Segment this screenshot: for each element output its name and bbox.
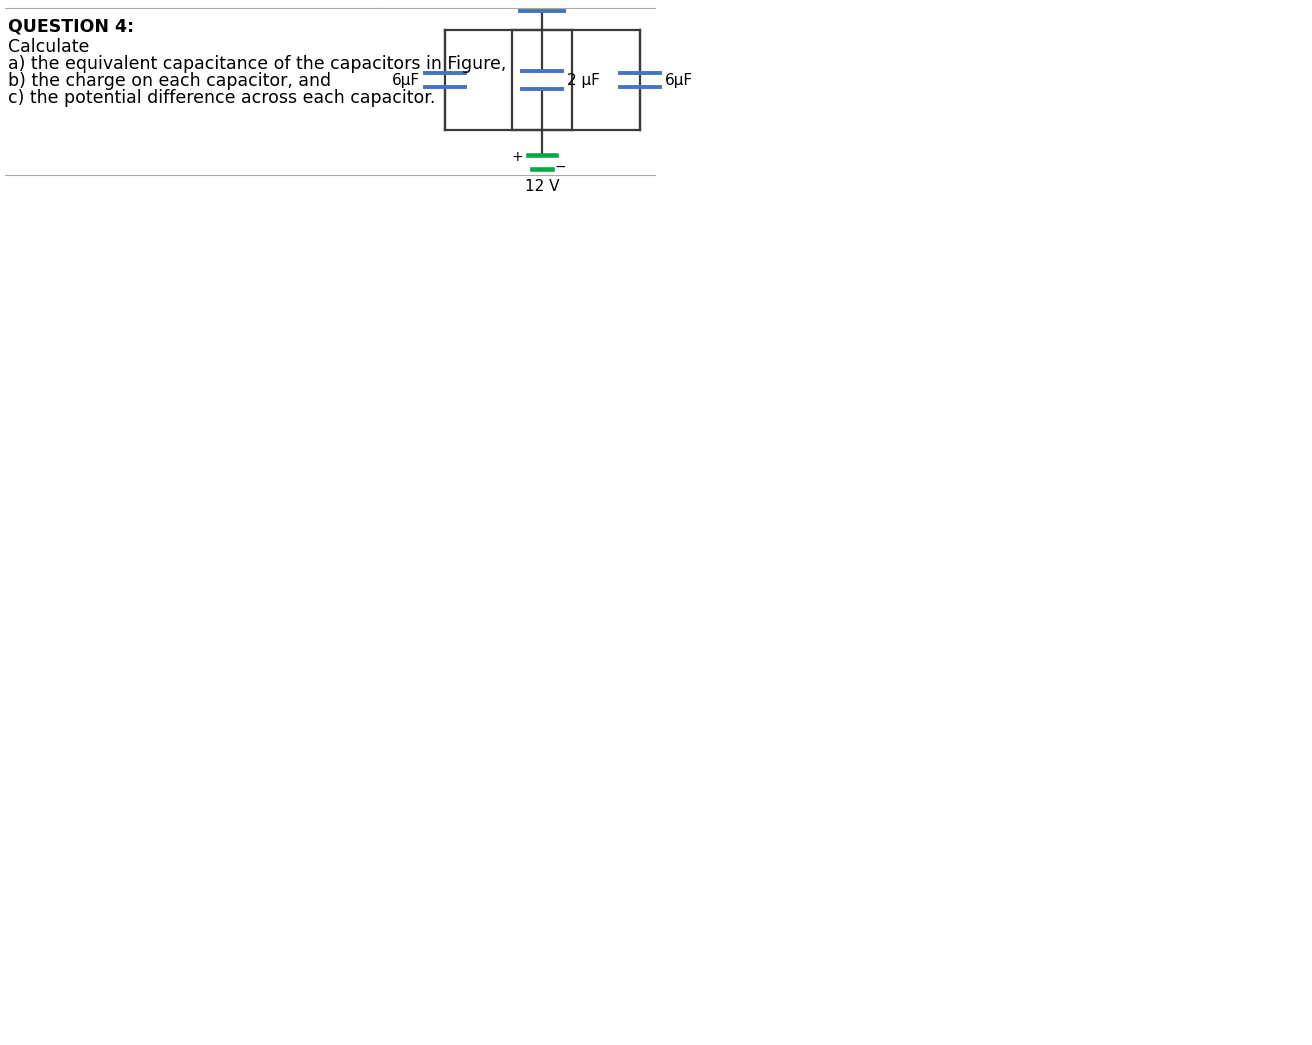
- Text: QUESTION 4:: QUESTION 4:: [8, 18, 134, 36]
- Text: Calculate: Calculate: [8, 38, 89, 56]
- Text: b) the charge on each capacitor, and: b) the charge on each capacitor, and: [8, 72, 331, 90]
- Text: 12 V: 12 V: [525, 179, 559, 194]
- Text: 2 μF: 2 μF: [567, 72, 600, 88]
- Text: c) the potential difference across each capacitor.: c) the potential difference across each …: [8, 89, 436, 107]
- Text: −: −: [555, 160, 567, 175]
- Text: 6μF: 6μF: [392, 72, 420, 88]
- Text: a) the equivalent capacitance of the capacitors in Figure,: a) the equivalent capacitance of the cap…: [8, 55, 506, 73]
- Text: 6μF: 6μF: [665, 72, 693, 88]
- Text: +: +: [512, 150, 523, 164]
